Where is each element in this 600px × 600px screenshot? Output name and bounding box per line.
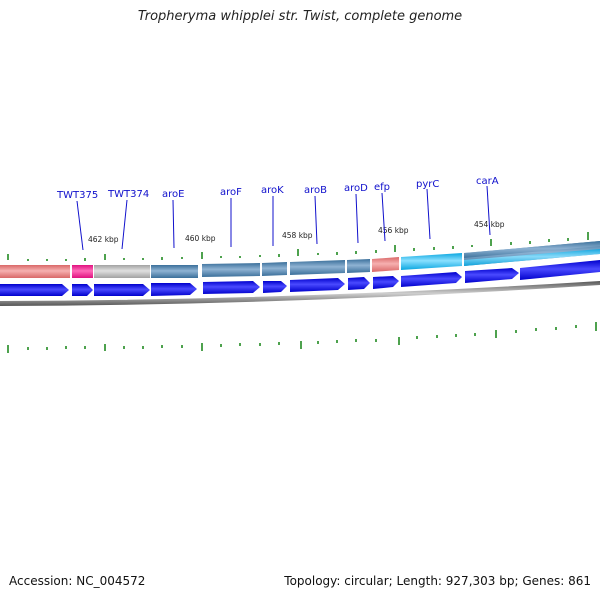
gene-block-pyrc[interactable] [401,253,462,270]
cds-arrow[interactable] [348,277,370,290]
feature-track [0,241,600,278]
genome-backbone [0,281,600,306]
gene-label-arod[interactable]: aroD [344,183,368,194]
cds-arrow[interactable] [72,284,93,296]
gene-block-arob[interactable] [290,260,345,275]
gene-label-twt374[interactable]: TWT374 [107,189,149,200]
gene-label-cara[interactable]: carA [476,176,499,187]
kbp-labels: 462 kbp 460 kbp 458 kbp 456 kbp 454 kbp [88,220,505,244]
kbp-label: 458 kbp [282,231,313,240]
cds-arrow[interactable] [465,268,519,283]
gene-block-arod[interactable] [347,259,370,273]
gene-block-right-lower[interactable] [464,249,600,266]
gene-label-pyrc[interactable]: pyrC [416,179,439,190]
gene-label-arok[interactable]: aroK [261,185,284,196]
gene-block-arok[interactable] [262,262,287,276]
gene-block-left[interactable] [0,265,70,278]
cds-arrow[interactable] [0,284,69,296]
gene-block-aroe[interactable] [151,265,198,278]
cds-arrow[interactable] [151,283,197,296]
kbp-label: 462 kbp [88,235,119,244]
gene-label-arof[interactable]: aroF [220,187,242,198]
gene-labels: TWT375 TWT374 aroE aroF aroK aroB aroD e… [56,176,499,201]
gene-block-efp[interactable] [372,257,399,272]
cds-arrow[interactable] [263,281,287,293]
kbp-label: 460 kbp [185,234,216,243]
cds-arrow[interactable] [94,284,150,296]
gene-block-arof[interactable] [202,263,260,277]
cds-arrow[interactable] [203,281,260,294]
kbp-label: 456 kbp [378,226,409,235]
gene-label-aroe[interactable]: aroE [162,189,184,200]
gene-label-arob[interactable]: aroB [304,185,327,196]
accession-text: Accession: NC_004572 [9,574,146,588]
gene-label-efp[interactable]: efp [374,182,390,193]
gene-block-right-upper[interactable] [464,241,600,258]
gene-block-twt374[interactable] [94,265,150,278]
genome-summary-text: Topology: circular; Length: 927,303 bp; … [284,574,591,588]
cds-track [0,260,600,296]
gene-leader-lines [76,185,491,251]
gene-block-twt375[interactable] [72,265,93,278]
gene-label-twt375[interactable]: TWT375 [56,190,98,201]
inner-tick-ring [7,322,597,353]
cds-arrow[interactable] [401,272,462,287]
cds-arrow[interactable] [520,260,600,280]
map-title: Tropheryma whipplei str. Twist, complete… [137,9,463,24]
cds-arrow[interactable] [373,276,399,289]
cds-arrow[interactable] [290,278,345,292]
outer-tick-ring [7,232,589,261]
